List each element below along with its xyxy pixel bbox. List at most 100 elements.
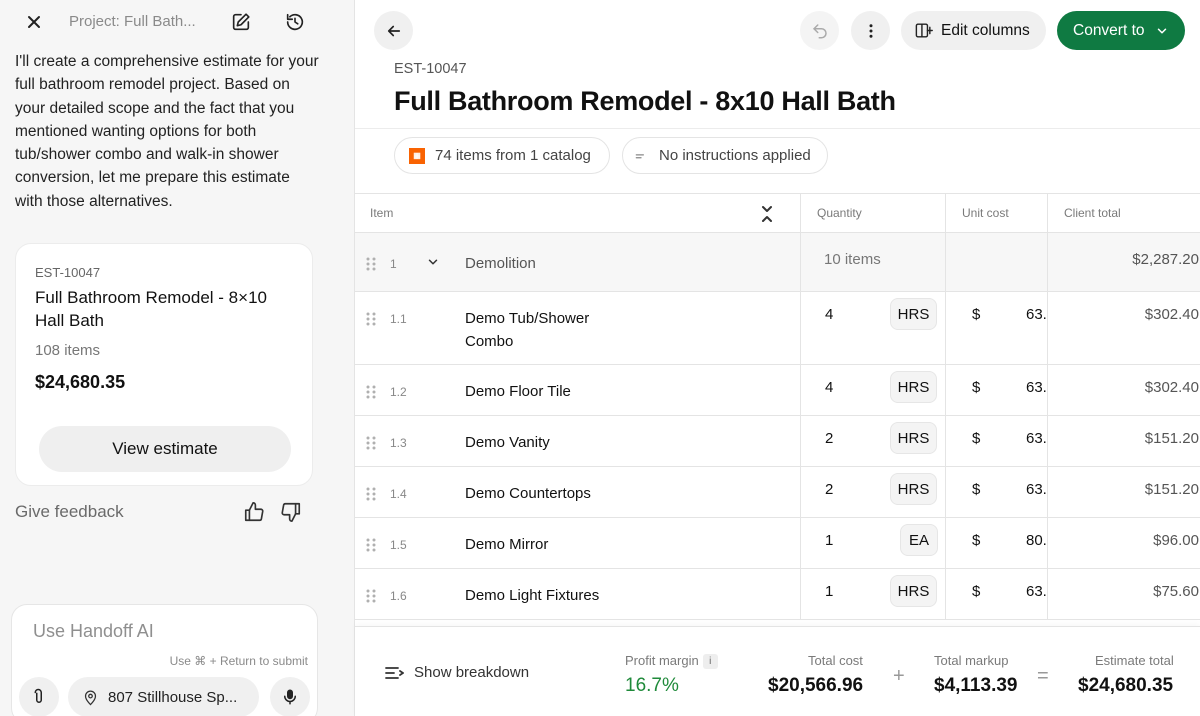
row-unit-badge[interactable]: EA	[900, 524, 938, 556]
row-quantity[interactable]: 4	[825, 306, 834, 323]
group-number: 1	[390, 257, 397, 271]
row-unit-cost[interactable]: 63.	[1026, 430, 1047, 447]
row-client-total: $96.00	[1153, 532, 1199, 549]
row-unit-cost[interactable]: 63.	[1026, 583, 1047, 600]
instructions-icon	[633, 149, 649, 163]
microphone-icon[interactable]	[270, 677, 310, 716]
submit-hint: Use ⌘ + Return to submit	[169, 654, 308, 668]
total-markup-label: Total markup	[934, 653, 1009, 668]
drag-handle-icon[interactable]	[366, 257, 376, 271]
column-divider	[1047, 233, 1048, 292]
estimate-card-title: Full Bathroom Remodel - 8×10 Hall Bath	[35, 288, 267, 330]
row-unit-badge[interactable]: HRS	[890, 473, 937, 505]
row-unit-cost[interactable]: 63.	[1026, 379, 1047, 396]
total-cost-label: Total cost	[808, 653, 863, 668]
column-divider	[945, 416, 946, 467]
row-currency: $	[972, 532, 981, 549]
column-header-client-total[interactable]: Client total	[1064, 206, 1121, 220]
paperclip-icon[interactable]	[19, 677, 59, 716]
row-item-name[interactable]: Demo Vanity	[465, 434, 550, 451]
more-vertical-icon[interactable]	[851, 11, 890, 50]
row-client-total: $302.40	[1144, 379, 1199, 396]
estimate-card: EST-10047 Full Bathroom Remodel - 8×10 H…	[15, 243, 313, 486]
row-item-name[interactable]: Demo Mirror	[465, 536, 549, 553]
plus-sign: +	[893, 665, 905, 687]
instructions-chip[interactable]: No instructions applied	[622, 137, 828, 174]
row-unit-cost[interactable]: 63.	[1026, 481, 1047, 498]
convert-to-button[interactable]: Convert to	[1057, 11, 1185, 50]
row-currency: $	[972, 379, 981, 396]
column-divider	[945, 365, 946, 416]
row-unit-badge[interactable]: HRS	[890, 575, 937, 607]
column-divider	[945, 233, 946, 292]
table-row[interactable]: 1.2 Demo Floor Tile 4 HRS $63. $302.40	[355, 365, 1200, 416]
row-unit-cost[interactable]: 80.	[1026, 532, 1047, 549]
row-unit-badge[interactable]: HRS	[890, 298, 937, 330]
chat-input-placeholder[interactable]: Use Handoff AI	[33, 621, 154, 641]
estimate-total-value: $24,680.35	[1078, 675, 1174, 696]
row-item-name[interactable]: Demo Countertops	[465, 485, 591, 502]
drag-handle-icon[interactable]	[366, 312, 376, 326]
column-divider	[800, 467, 801, 518]
catalog-chip-label: 74 items from 1 catalog	[435, 147, 591, 164]
column-divider	[1047, 467, 1048, 518]
drag-handle-icon[interactable]	[366, 385, 376, 399]
thumbs-up-icon[interactable]	[243, 501, 265, 523]
table-row[interactable]: 1.6 Demo Light Fixtures 1 HRS $63. $75.60	[355, 569, 1200, 620]
info-icon[interactable]: i	[702, 654, 718, 669]
drag-handle-icon[interactable]	[366, 538, 376, 552]
edit-columns-button[interactable]: Edit columns	[901, 11, 1046, 50]
arrow-left-icon[interactable]	[374, 11, 413, 50]
column-divider	[800, 233, 801, 292]
row-number: 1.3	[390, 436, 407, 450]
collapse-all-icon[interactable]	[760, 204, 774, 224]
row-unit-cost[interactable]: 63.	[1026, 306, 1047, 323]
row-item-name[interactable]: Demo Floor Tile	[465, 383, 571, 400]
column-divider	[945, 518, 946, 569]
column-header-unit-cost[interactable]: Unit cost	[962, 206, 1009, 220]
row-item-name[interactable]: Demo Light Fixtures	[465, 587, 600, 604]
row-unit-badge[interactable]: HRS	[890, 422, 937, 454]
row-item-name[interactable]: Demo Tub/Shower Combo	[465, 310, 590, 350]
show-breakdown-button[interactable]: Show breakdown	[384, 664, 529, 681]
thumbs-down-icon[interactable]	[280, 501, 302, 523]
view-estimate-button[interactable]: View estimate	[39, 426, 291, 472]
column-header-item[interactable]: Item	[370, 206, 394, 220]
table-row[interactable]: 1.4 Demo Countertops 2 HRS $63. $151.20	[355, 467, 1200, 518]
row-quantity[interactable]: 1	[825, 532, 834, 549]
row-quantity[interactable]: 4	[825, 379, 834, 396]
estimate-number: EST-10047	[394, 61, 467, 77]
column-divider	[800, 193, 801, 233]
drag-handle-icon[interactable]	[366, 589, 376, 603]
chat-composer[interactable]: Use Handoff AI Use ⌘ + Return to submit …	[11, 604, 318, 716]
row-quantity[interactable]: 2	[825, 481, 834, 498]
row-currency: $	[972, 306, 981, 323]
row-quantity[interactable]: 2	[825, 430, 834, 447]
table-row[interactable]: 1.5 Demo Mirror 1 EA $80. $96.00	[355, 518, 1200, 569]
close-icon[interactable]	[22, 10, 46, 34]
location-selector[interactable]: 807 Stillhouse Sp...	[68, 677, 259, 716]
edit-icon[interactable]	[229, 10, 253, 34]
row-unit-badge[interactable]: HRS	[890, 371, 937, 403]
group-name: Demolition	[465, 255, 536, 272]
table-row[interactable]: 1.1 Demo Tub/Shower Combo 4 HRS $63. $302.40	[355, 292, 1200, 365]
undo-icon[interactable]	[800, 11, 839, 50]
catalog-chip[interactable]: ▦ 74 items from 1 catalog	[394, 137, 610, 174]
profit-margin-label: Profit margin i	[625, 653, 718, 669]
column-header-quantity[interactable]: Quantity	[817, 206, 862, 220]
column-divider	[800, 292, 801, 365]
estimate-panel: Edit columns Convert to EST-10047 Full B…	[355, 0, 1200, 716]
drag-handle-icon[interactable]	[366, 487, 376, 501]
column-divider	[1047, 292, 1048, 365]
project-title: Project: Full Bath...	[69, 13, 196, 30]
table-row[interactable]: 1.3 Demo Vanity 2 HRS $63. $151.20	[355, 416, 1200, 467]
history-icon[interactable]	[283, 10, 307, 34]
chevron-down-icon[interactable]	[426, 255, 440, 269]
group-row-demolition[interactable]: 1 Demolition 10 items $2,287.20	[355, 233, 1200, 292]
total-cost-value: $20,566.96	[768, 675, 864, 696]
estimate-card-total: $24,680.35	[35, 372, 126, 392]
list-icon	[384, 665, 404, 681]
row-quantity[interactable]: 1	[825, 583, 834, 600]
column-divider	[945, 193, 946, 233]
drag-handle-icon[interactable]	[366, 436, 376, 450]
